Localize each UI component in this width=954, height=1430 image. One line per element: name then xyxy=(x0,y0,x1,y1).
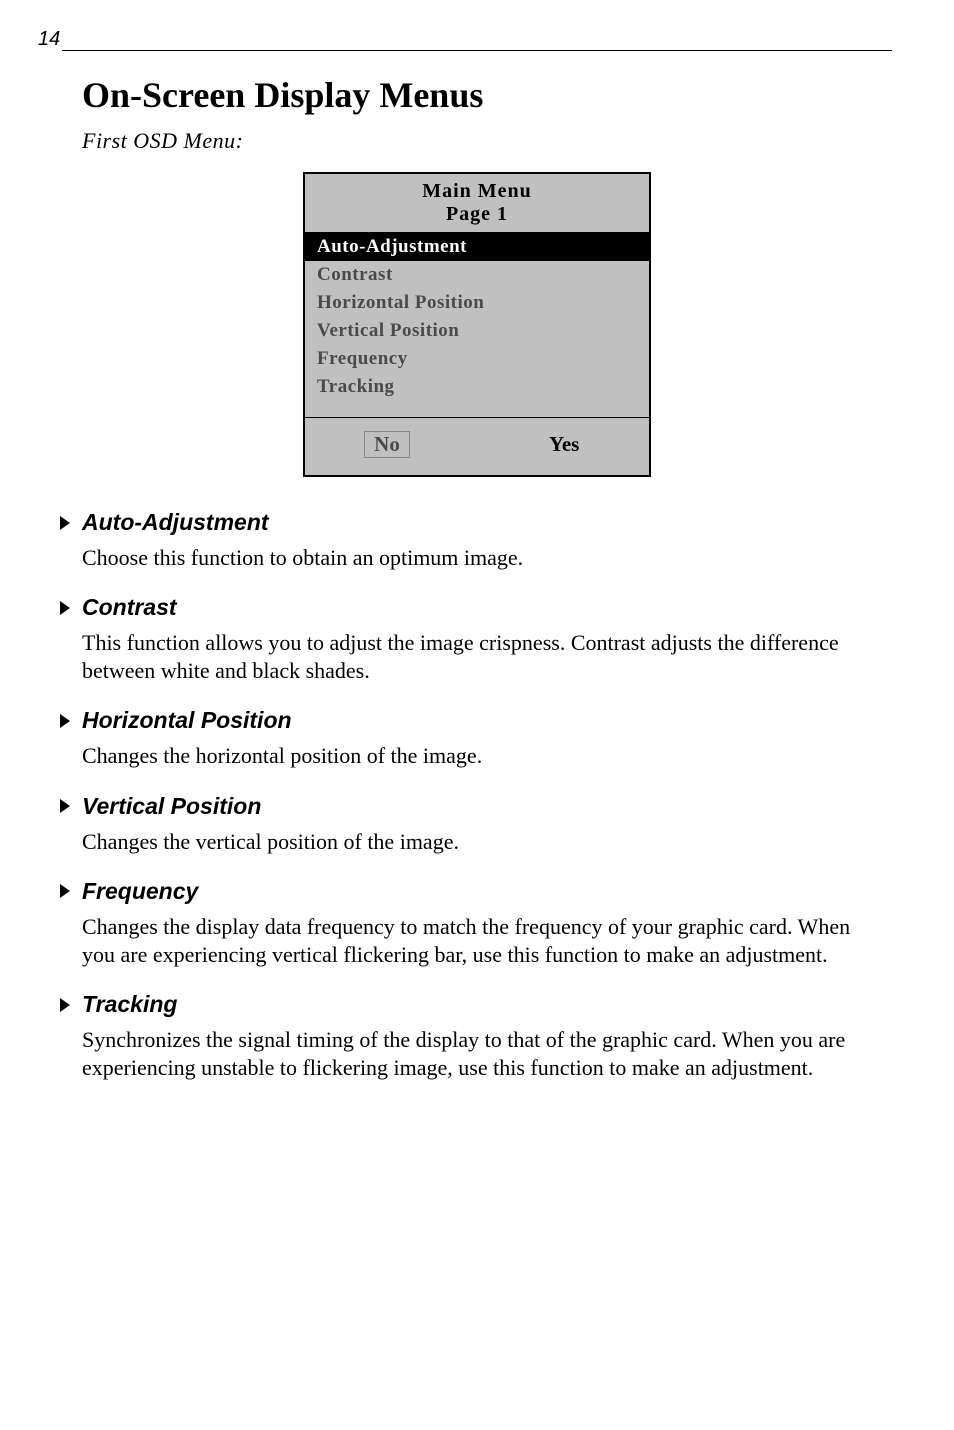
section-header: Tracking xyxy=(60,991,872,1018)
osd-no-button[interactable]: No xyxy=(365,432,409,457)
section-title: Auto-Adjustment xyxy=(82,509,269,536)
section-body: This function allows you to adjust the i… xyxy=(82,629,872,685)
section-title: Frequency xyxy=(82,878,198,905)
section-header: Frequency xyxy=(60,878,872,905)
triangle-right-icon xyxy=(60,799,70,813)
triangle-right-icon xyxy=(60,884,70,898)
triangle-right-icon xyxy=(60,601,70,615)
osd-container: Main Menu Page 1 Auto-Adjustment Contras… xyxy=(82,172,872,477)
section-body: Synchronizes the signal timing of the di… xyxy=(82,1026,872,1082)
page-subtitle: First OSD Menu: xyxy=(82,128,872,154)
section-body: Changes the vertical position of the ima… xyxy=(82,828,872,856)
osd-item-auto-adjustment[interactable]: Auto-Adjustment xyxy=(305,233,649,261)
section-header: Contrast xyxy=(60,594,872,621)
section-header: Horizontal Position xyxy=(60,707,872,734)
triangle-right-icon xyxy=(60,516,70,530)
osd-title-line2: Page 1 xyxy=(305,203,649,232)
section-header: Vertical Position xyxy=(60,793,872,820)
osd-item-tracking[interactable]: Tracking xyxy=(305,373,649,401)
osd-item-contrast[interactable]: Contrast xyxy=(305,261,649,289)
section-tracking: Tracking Synchronizes the signal timing … xyxy=(82,991,872,1082)
section-body: Changes the display data frequency to ma… xyxy=(82,913,872,969)
osd-item-frequency[interactable]: Frequency xyxy=(305,345,649,373)
osd-title-line1: Main Menu xyxy=(305,174,649,203)
section-header: Auto-Adjustment xyxy=(60,509,872,536)
page-number: 14 xyxy=(38,28,60,51)
triangle-right-icon xyxy=(60,998,70,1012)
section-title: Horizontal Position xyxy=(82,707,292,734)
section-frequency: Frequency Changes the display data frequ… xyxy=(82,878,872,969)
top-rule xyxy=(62,50,892,51)
osd-panel: Main Menu Page 1 Auto-Adjustment Contras… xyxy=(303,172,651,477)
osd-yes-button[interactable]: Yes xyxy=(549,432,579,457)
page-title: On-Screen Display Menus xyxy=(82,74,872,116)
triangle-right-icon xyxy=(60,714,70,728)
osd-item-horizontal-position[interactable]: Horizontal Position xyxy=(305,289,649,317)
page: 14 On-Screen Display Menus First OSD Men… xyxy=(0,0,954,1122)
osd-spacer xyxy=(305,401,649,417)
section-title: Contrast xyxy=(82,594,177,621)
section-horizontal-position: Horizontal Position Changes the horizont… xyxy=(82,707,872,770)
osd-footer: No Yes xyxy=(305,418,649,475)
section-title: Tracking xyxy=(82,991,177,1018)
section-title: Vertical Position xyxy=(82,793,261,820)
section-contrast: Contrast This function allows you to adj… xyxy=(82,594,872,685)
section-body: Choose this function to obtain an optimu… xyxy=(82,544,872,572)
section-vertical-position: Vertical Position Changes the vertical p… xyxy=(82,793,872,856)
osd-item-vertical-position[interactable]: Vertical Position xyxy=(305,317,649,345)
section-body: Changes the horizontal position of the i… xyxy=(82,742,872,770)
section-auto-adjustment: Auto-Adjustment Choose this function to … xyxy=(82,509,872,572)
